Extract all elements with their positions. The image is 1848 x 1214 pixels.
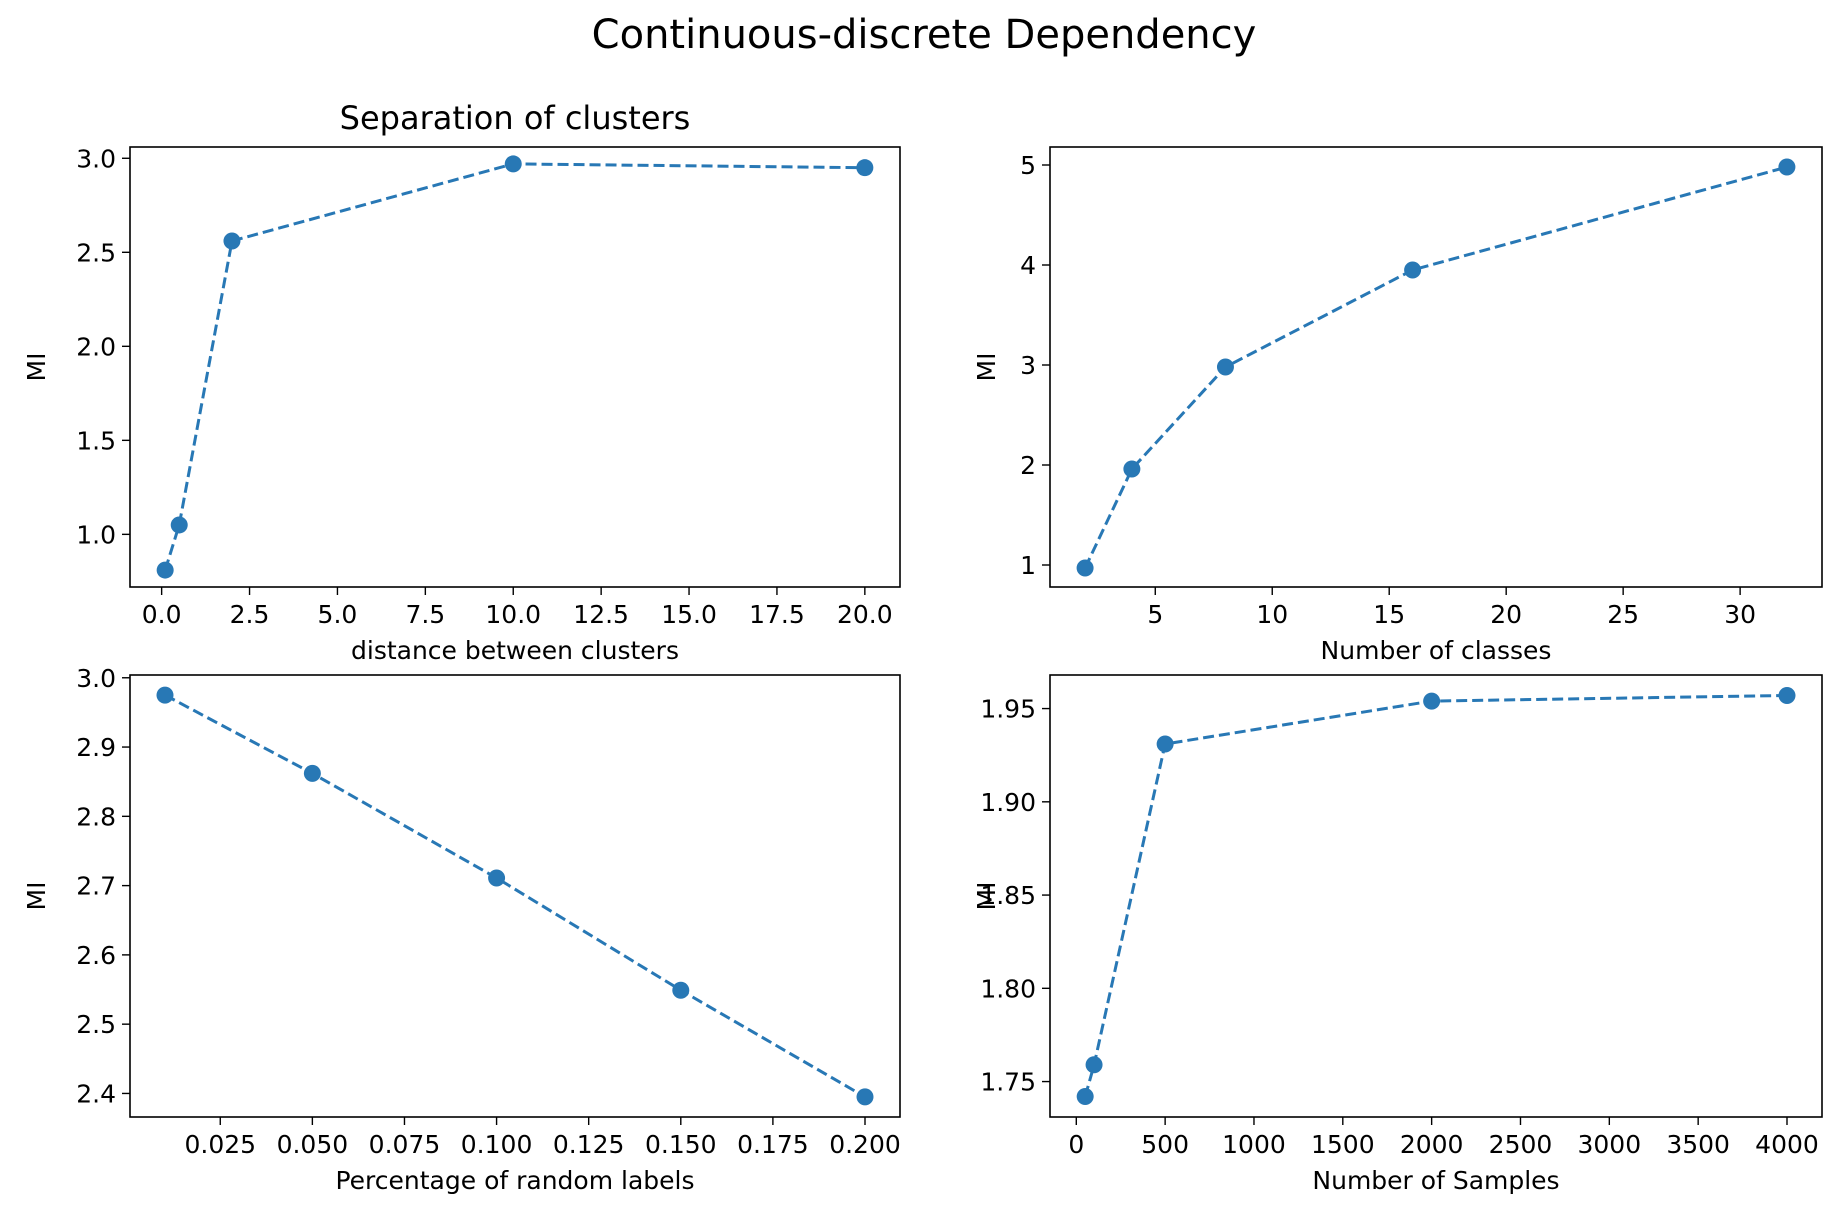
x-tick-label: 20 [1490, 600, 1522, 629]
data-point [672, 981, 690, 999]
y-tick-label: 1.5 [76, 426, 116, 455]
x-tick-label: 0.100 [461, 1130, 533, 1159]
x-tick-label: 3000 [1578, 1130, 1642, 1159]
y-tick-label: 2.5 [76, 238, 116, 267]
x-tick-label: 7.5 [405, 600, 445, 629]
y-tick-label: 1.75 [980, 1068, 1036, 1097]
x-axis-label: distance between clusters [351, 636, 679, 665]
x-tick-label: 500 [1141, 1130, 1189, 1159]
x-axis-label: Number of classes [1321, 636, 1552, 665]
data-point [156, 686, 174, 704]
data-point [856, 1088, 874, 1106]
series-line [1083, 694, 1788, 1097]
data-point [1404, 261, 1422, 279]
data-point [1123, 460, 1141, 478]
subplot-title: Separation of clusters [340, 99, 691, 137]
y-tick-label: 1.85 [980, 881, 1036, 910]
axes-frame [129, 146, 901, 588]
axes-frame [1049, 146, 1823, 588]
x-tick-label: 0.0 [142, 600, 182, 629]
y-axis-label: MI [972, 353, 1001, 382]
y-tick-label: 1.0 [76, 520, 116, 549]
x-tick-label: 5.0 [318, 600, 358, 629]
axes-frame [129, 674, 901, 1118]
y-tick-label: 2.9 [76, 733, 116, 762]
data-point [156, 561, 174, 579]
x-tick-label: 15.0 [661, 600, 717, 629]
x-tick-label: 10.0 [485, 600, 541, 629]
axes-frame [1049, 674, 1823, 1118]
y-tick-label: 1.80 [980, 974, 1036, 1003]
x-tick-label: 0.200 [829, 1130, 901, 1159]
data-point [170, 516, 188, 534]
x-tick-label: 5 [1147, 600, 1163, 629]
y-tick-label: 1.90 [980, 788, 1036, 817]
x-tick-label: 15 [1373, 600, 1405, 629]
y-tick-label: 2.4 [76, 1079, 116, 1108]
x-tick-label: 30 [1724, 600, 1756, 629]
data-point [303, 764, 321, 782]
data-point [1156, 735, 1174, 753]
data-point [1778, 158, 1796, 176]
x-tick-label: 20.0 [837, 600, 893, 629]
x-tick-label: 2500 [1489, 1130, 1553, 1159]
x-tick-label: 12.5 [573, 600, 629, 629]
subplot-3: 0.025 0.050 0.075 0.100 0.125 0.150 0.175 0.200… [22, 664, 901, 1195]
x-tick-label: 0 [1068, 1130, 1084, 1159]
x-tick-label: 25 [1607, 600, 1639, 629]
x-axis-label: Number of Samples [1312, 1166, 1559, 1195]
series-line [163, 162, 865, 571]
y-axis-label: MI [22, 353, 51, 382]
y-tick-label: 1.95 [980, 695, 1036, 724]
x-axis-label: Percentage of random labels [335, 1166, 694, 1195]
data-point [488, 869, 506, 887]
x-tick-label: 2000 [1400, 1130, 1464, 1159]
x-tick-label: 2.5 [230, 600, 270, 629]
data-point [504, 155, 522, 173]
subplot-1: 0.0 2.5 5.0 7.5 10.0 12.5 15.0 17.5 20.0 1.0 1.5 2.… [22, 99, 901, 665]
y-axis-label: MI [972, 882, 1001, 911]
data-point [1778, 687, 1796, 705]
x-tick-label: 17.5 [749, 600, 805, 629]
x-tick-label: 0.075 [369, 1130, 441, 1159]
x-tick-label: 0.025 [184, 1130, 256, 1159]
y-tick-label: 3.0 [76, 664, 116, 693]
x-tick-label: 10 [1256, 600, 1288, 629]
y-tick-label: 2 [1020, 451, 1036, 480]
data-point [1076, 1087, 1094, 1105]
data-point [1085, 1056, 1103, 1074]
data-point [1216, 358, 1234, 376]
y-tick-label: 3 [1020, 351, 1036, 380]
y-tick-label: 2.7 [76, 872, 116, 901]
y-tick-label: 2.6 [76, 941, 116, 970]
y-tick-label: 5 [1020, 151, 1036, 180]
x-tick-label: 0.175 [737, 1130, 809, 1159]
y-tick-label: 4 [1020, 251, 1036, 280]
x-tick-label: 3500 [1666, 1130, 1730, 1159]
x-tick-label: 0.050 [277, 1130, 349, 1159]
y-axis-label: MI [22, 882, 51, 911]
y-tick-label: 2.5 [76, 1010, 116, 1039]
data-point [1423, 692, 1441, 710]
x-tick-label: 1500 [1311, 1130, 1375, 1159]
data-point [223, 232, 241, 250]
x-tick-label: 4000 [1755, 1130, 1819, 1159]
series-line [1083, 165, 1788, 569]
x-tick-label: 1000 [1222, 1130, 1286, 1159]
subplot-4: 0 500 1000 1500 2000 2500 3000 3500 4000 1.75 1.80… [972, 674, 1823, 1195]
x-tick-label: 0.150 [645, 1130, 717, 1159]
y-tick-label: 3.0 [76, 144, 116, 173]
subplot-2: 5 10 15 20 25 30 1 2 3 4 5 Number of classes MI [972, 146, 1823, 665]
y-tick-label: 1 [1020, 551, 1036, 580]
series-line [164, 693, 866, 1099]
y-tick-label: 2.0 [76, 332, 116, 361]
data-point [856, 159, 874, 177]
figure-suptitle: Continuous-discrete Dependency [592, 12, 1257, 58]
x-tick-label: 0.125 [553, 1130, 625, 1159]
y-tick-label: 2.8 [76, 802, 116, 831]
data-point [1076, 559, 1094, 577]
